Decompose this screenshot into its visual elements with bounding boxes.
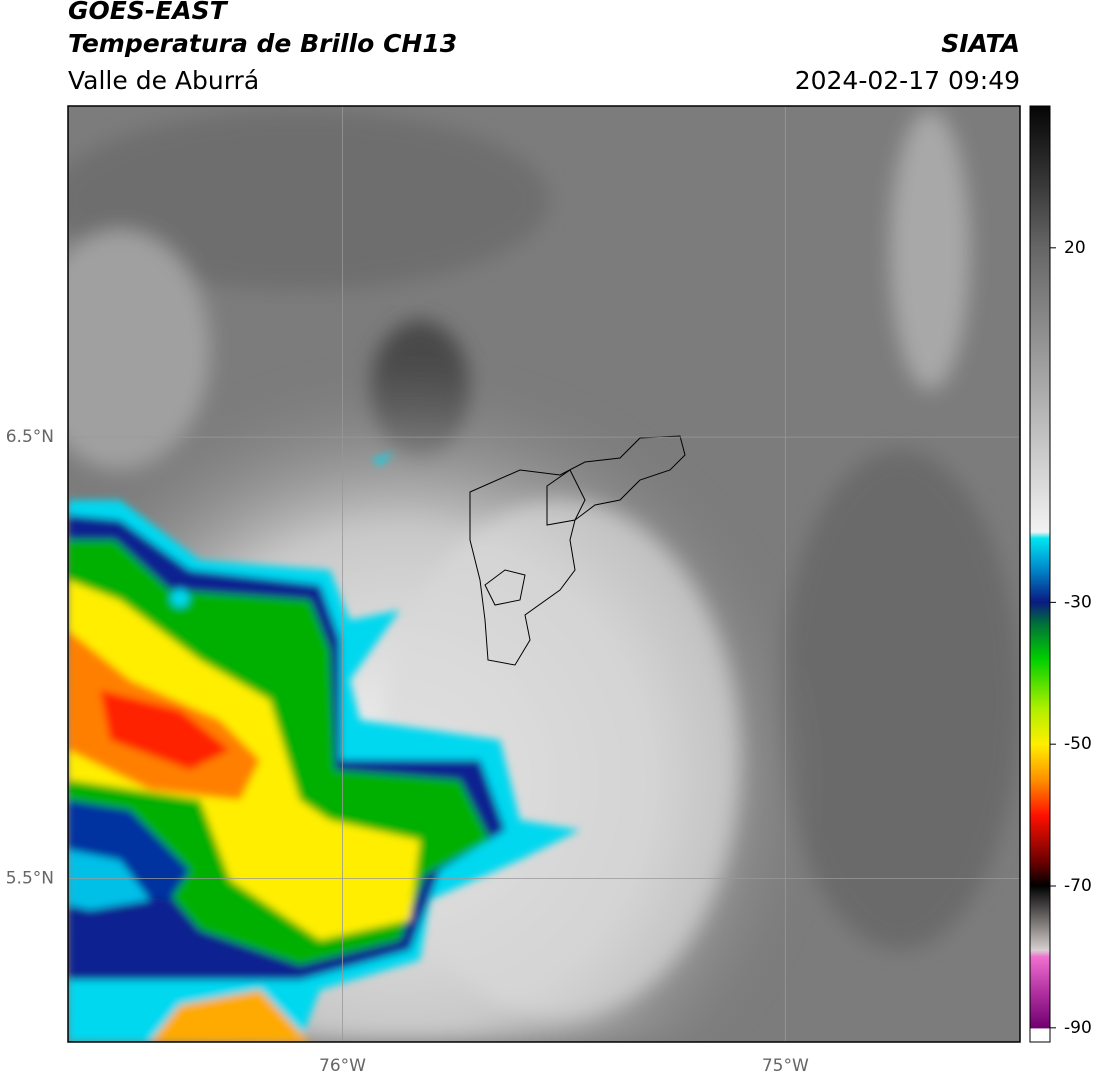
x-tick-label: 76°W — [319, 1056, 366, 1076]
graticule — [68, 106, 1020, 1042]
colorbar-tick-label: -30 — [1064, 592, 1092, 612]
datetime: 2024-02-17 09:49 — [795, 66, 1020, 95]
imagery — [68, 106, 1020, 1042]
colorbar — [1029, 105, 1051, 1043]
map-frame — [67, 105, 1021, 1043]
colorbar-tick-label: -90 — [1064, 1018, 1092, 1038]
x-tick-label: 75°W — [762, 1056, 809, 1076]
y-tick-label: 6.5°N — [6, 427, 54, 447]
region: Valle de Aburrá — [68, 66, 259, 95]
colorbar-tick-label: 20 — [1064, 238, 1086, 258]
colorbar-tick-label: -50 — [1064, 734, 1092, 754]
source: SIATA — [941, 29, 1020, 58]
title: GOES-EAST — [68, 0, 229, 25]
colorbar-tick-label: -70 — [1064, 876, 1092, 896]
subtitle: Temperatura de Brillo CH13 — [68, 29, 457, 58]
y-tick-label: 5.5°N — [6, 869, 54, 889]
